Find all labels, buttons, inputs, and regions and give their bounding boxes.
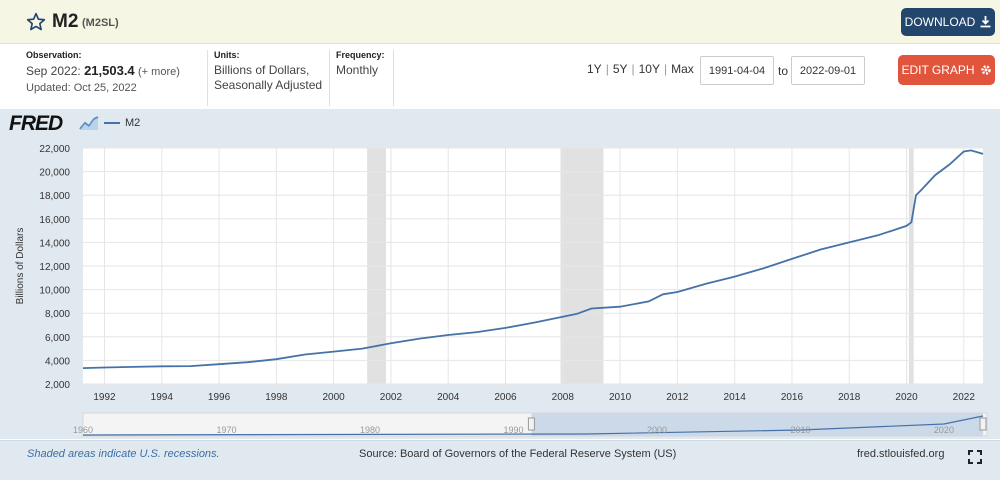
y-tick-label: 20,000 <box>39 168 70 179</box>
navigator-label: 1990 <box>503 425 523 435</box>
y-tick-label: 12,000 <box>39 262 70 273</box>
legend-swatch <box>104 122 120 124</box>
units-label: Units: <box>214 50 240 60</box>
range-5y[interactable]: 5Y <box>612 62 628 76</box>
frequency-value: Monthly <box>336 63 379 77</box>
observation-label: Observation: <box>26 50 82 60</box>
frequency-panel: Frequency: Monthly <box>336 50 394 106</box>
series-header: M2 (M2SL) DOWNLOAD <box>0 0 1000 44</box>
navigator-label: 1970 <box>216 425 236 435</box>
line-chart[interactable]: 2,000 4,000 6,000 8,000 10,000 12,000 14,000 16… <box>0 0 1000 440</box>
start-date-input[interactable]: 1991-04-04 <box>700 56 774 85</box>
navigator-series <box>82 415 984 436</box>
site-link[interactable]: fred.stlouisfed.org <box>857 448 945 460</box>
series-title: M2 <box>52 11 79 32</box>
date-to-label: to <box>778 64 789 78</box>
x-tick-label: 2016 <box>781 392 804 403</box>
x-tick-label: 2002 <box>380 392 403 403</box>
range-separator: | <box>605 62 609 76</box>
observation-panel: Observation: Sep 2022: 21,503.4 (+ more)… <box>26 50 208 106</box>
end-date-input[interactable]: 2022-09-01 <box>791 56 865 85</box>
x-tick-label: 2010 <box>609 392 632 403</box>
recession-note: Shaded areas indicate U.S. recessions. <box>27 448 220 460</box>
range-1y[interactable]: 1Y <box>587 62 602 76</box>
download-icon <box>980 16 991 28</box>
y-tick-label: 6,000 <box>45 333 70 344</box>
navigator-label: 2020 <box>934 425 954 435</box>
legend-label: M2 <box>125 117 141 129</box>
navigator-handle[interactable] <box>979 417 987 431</box>
x-tick-label: 2020 <box>895 392 918 403</box>
y-tick-label: 2,000 <box>45 380 70 391</box>
units-line-2: Seasonally Adjusted <box>214 78 323 92</box>
range-max[interactable]: Max <box>671 62 694 76</box>
range-10y[interactable]: 10Y <box>638 62 660 76</box>
y-tick-label: 18,000 <box>39 191 70 202</box>
fullscreen-icon[interactable] <box>968 450 982 464</box>
units-panel: Units: Billions of Dollars, Seasonally A… <box>214 50 330 106</box>
x-tick-label: 2022 <box>953 392 976 403</box>
y-tick-label: 10,000 <box>39 286 70 297</box>
download-label: DOWNLOAD <box>904 15 976 29</box>
y-tick-label: 16,000 <box>39 215 70 226</box>
units-line-1: Billions of Dollars, <box>214 63 310 77</box>
observation-date: Sep 2022: <box>26 64 81 78</box>
x-tick-label: 2004 <box>437 392 460 403</box>
fred-logo-graph-icon <box>79 116 99 130</box>
range-separator: | <box>631 62 635 76</box>
navigator-label: 1980 <box>360 425 380 435</box>
star-icon[interactable] <box>26 12 46 32</box>
x-tick-label: 2018 <box>838 392 861 403</box>
navigator-label: 2010 <box>790 425 810 435</box>
y-tick-label: 8,000 <box>45 309 70 320</box>
navigator-label: 2000 <box>647 425 667 435</box>
edit-graph-label: EDIT GRAPH <box>901 63 975 77</box>
y-tick-label: 14,000 <box>39 238 70 249</box>
x-tick-label: 1996 <box>208 392 231 403</box>
m2-series-line <box>82 149 984 369</box>
observation-more-link[interactable]: (+ more) <box>138 66 180 78</box>
y-tick-label: 4,000 <box>45 356 70 367</box>
x-tick-label: 2006 <box>494 392 517 403</box>
navigator-handle[interactable] <box>527 417 535 431</box>
source-text: Source: Board of Governors of the Federa… <box>359 448 677 460</box>
frequency-label: Frequency: <box>336 50 385 60</box>
navigator-selection <box>531 413 983 436</box>
x-tick-label: 2012 <box>666 392 689 403</box>
updated-date: Updated: Oct 25, 2022 <box>26 82 137 94</box>
observation-value: 21,503.4 <box>84 63 135 78</box>
x-tick-label: 2014 <box>724 392 747 403</box>
y-axis-label: Billions of Dollars <box>15 228 26 305</box>
series-id: (M2SL) <box>82 17 119 29</box>
fred-logo[interactable]: FRED <box>9 112 63 135</box>
x-tick-label: 1994 <box>151 392 174 403</box>
edit-graph-button[interactable]: EDIT GRAPH <box>898 55 995 85</box>
y-tick-label: 22,000 <box>39 144 70 155</box>
download-button[interactable]: DOWNLOAD <box>901 8 995 36</box>
navigator-label: 1960 <box>73 425 93 435</box>
gear-icon <box>980 65 991 75</box>
chart-footer <box>0 440 1000 480</box>
range-separator: | <box>663 62 668 76</box>
range-selector: 1Y | 5Y | 10Y | Max <box>587 62 694 76</box>
x-tick-label: 2008 <box>552 392 575 403</box>
x-tick-label: 1998 <box>265 392 288 403</box>
legend: M2 <box>104 117 140 129</box>
x-tick-label: 1992 <box>93 392 116 403</box>
x-tick-label: 2000 <box>323 392 346 403</box>
